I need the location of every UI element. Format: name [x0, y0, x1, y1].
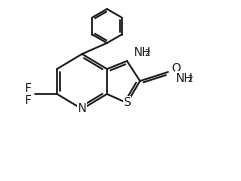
Text: 2: 2 — [144, 49, 149, 58]
Text: O: O — [171, 62, 180, 75]
Text: S: S — [123, 96, 131, 110]
Text: F: F — [25, 94, 32, 106]
Text: NH: NH — [134, 45, 152, 58]
Text: F: F — [25, 81, 32, 94]
Text: N: N — [78, 102, 86, 115]
Text: NH: NH — [176, 71, 194, 85]
Text: 2: 2 — [187, 75, 192, 84]
